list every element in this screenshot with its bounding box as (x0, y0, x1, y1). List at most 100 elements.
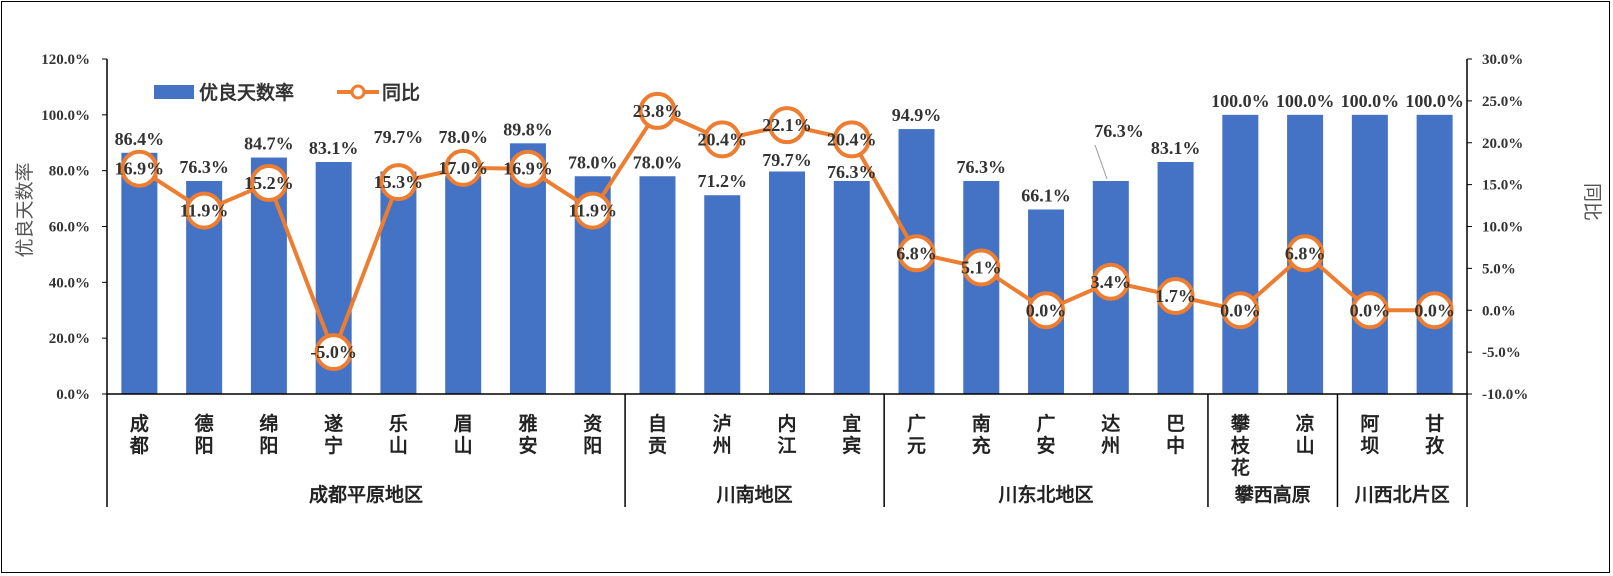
bar-label-阿坝: 100.0% (1341, 91, 1400, 111)
line-marker-凉山 (1286, 234, 1325, 273)
category-label-巴中: 中 (1166, 434, 1185, 457)
category-label-德阳: 德 (195, 412, 214, 435)
bar-label-广元: 94.9% (892, 105, 942, 125)
category-label-绵阳: 阳 (259, 435, 278, 457)
line-label-甘孜: 0.0% (1414, 300, 1455, 320)
line-marker-广元 (897, 234, 936, 273)
category-label-凉山: 山 (1296, 435, 1315, 457)
line-label-遂宁: -5.0% (310, 342, 357, 362)
line-marker-泸州 (703, 120, 742, 159)
category-label-达州: 州 (1101, 435, 1120, 457)
category-label-资阳: 阳 (583, 435, 602, 457)
bar-label-自贡: 78.0% (633, 152, 683, 172)
data-labels-layer: 86.4% 76.3% 84.7% 83.1% 79.7% 78.0% 89.8% 78.0%… (115, 91, 1464, 362)
y-left-tick-label: 60.0% (49, 220, 90, 236)
category-label-宜宾: 宾 (842, 434, 861, 457)
group-label-川东北地区: 川东北地区 (998, 483, 1094, 506)
category-label-广元: 广 (907, 412, 926, 435)
y-right-tick-label: 25.0% (1482, 94, 1523, 110)
y-left-tick-label: 20.0% (49, 331, 90, 347)
group-label-攀西高原: 攀西高原 (1235, 483, 1311, 506)
line-label-广安: 0.0% (1026, 300, 1067, 320)
line-marker-眉山 (444, 148, 483, 187)
line-label-宜宾: 20.4% (827, 129, 877, 149)
bar-阿坝 (1351, 114, 1388, 394)
bar-label-达州: 76.3% (1094, 121, 1144, 141)
line-marker-绵阳 (249, 163, 288, 202)
line-marker-甘孜 (1415, 291, 1454, 330)
line-marker-自贡 (638, 91, 677, 130)
bar-label-资阳: 78.0% (568, 152, 618, 172)
bar-乐山 (380, 171, 417, 394)
line-series-layer (120, 91, 1454, 372)
bar-label-广安: 66.1% (1021, 185, 1071, 205)
line-marker-南充 (962, 248, 1001, 287)
category-label-甘孜: 孜 (1425, 434, 1445, 457)
bar-宜宾 (833, 180, 870, 394)
line-label-德阳: 11.9% (180, 201, 229, 221)
axes-layer: 0.0% 20.0% 40.0% 60.0% 80.0% 100.0% 120.0% -10.… (41, 52, 1528, 507)
category-label-广安: 广 (1037, 412, 1056, 435)
bar-label-攀枝花: 100.0% (1211, 91, 1270, 111)
line-label-阿坝: 0.0% (1350, 300, 1391, 320)
bar-甘孜 (1416, 114, 1453, 394)
category-label-南充: 南 (972, 413, 991, 435)
line-marker-宜宾 (832, 120, 871, 159)
bar-label-leader-达州 (1094, 144, 1108, 180)
line-marker-遂宁 (314, 333, 353, 372)
line-label-成都: 16.9% (115, 159, 165, 179)
y-right-tick-label: -10.0% (1482, 387, 1528, 403)
legend-swatch-bar (154, 85, 194, 99)
category-label-攀枝花: 攀 (1231, 412, 1251, 435)
line-label-广元: 6.8% (896, 243, 937, 263)
bar-label-成都: 86.4% (115, 129, 165, 149)
legend-label-bar: 优良天数率 (199, 81, 294, 104)
bar-label-遂宁: 83.1% (309, 138, 359, 158)
y-right-tick-label: 20.0% (1482, 136, 1523, 152)
category-label-甘孜: 甘 (1425, 413, 1444, 435)
line-label-资阳: 11.9% (568, 201, 617, 221)
category-label-德阳: 阳 (195, 435, 214, 457)
category-label-南充: 充 (972, 434, 991, 457)
bar-label-巴中: 83.1% (1151, 138, 1201, 158)
bar-攀枝花 (1222, 114, 1259, 394)
category-label-遂宁: 遂 (324, 412, 343, 435)
category-axis-layer: 成都德阳绵阳遂宁乐山眉山雅安资阳自贡泸州内江宜宾广元南充广安达州巴中攀枝花凉山阿… (129, 394, 1450, 507)
line-label-巴中: 1.7% (1155, 286, 1196, 306)
category-label-遂宁: 宁 (324, 434, 343, 457)
bar-label-眉山: 78.0% (438, 127, 488, 147)
category-label-泸州: 泸 (713, 413, 732, 435)
line-marker-成都 (120, 149, 159, 188)
line-label-达州: 3.4% (1091, 272, 1132, 292)
category-label-内江: 江 (777, 435, 796, 457)
category-label-自贡: 贡 (648, 435, 667, 457)
category-label-雅安: 安 (518, 434, 537, 457)
line-marker-阿坝 (1350, 291, 1389, 330)
line-marker-雅安 (508, 149, 547, 188)
category-label-广安: 安 (1037, 434, 1056, 457)
category-label-凉山: 凉 (1296, 412, 1315, 435)
y-right-tick-label: 15.0% (1482, 178, 1523, 194)
bar-label-内江: 79.7% (762, 150, 812, 170)
y-right-tick-label: -5.0% (1482, 345, 1521, 361)
line-label-泸州: 20.4% (697, 129, 747, 149)
bar-成都 (121, 152, 158, 394)
category-label-雅安: 雅 (518, 413, 537, 435)
line-label-凉山: 6.8% (1285, 243, 1326, 263)
category-label-绵阳: 绵 (259, 412, 278, 435)
y-axis-left-title: 优良天数率 (14, 162, 36, 257)
line-marker-乐山 (379, 163, 418, 202)
bar-眉山 (445, 176, 482, 394)
legend-swatch-marker (350, 84, 366, 100)
category-label-眉山: 眉 (454, 413, 473, 435)
y-right-tick-label: 10.0% (1482, 220, 1523, 236)
bar-label-乐山: 79.7% (374, 127, 424, 147)
category-label-宜宾: 宜 (842, 412, 861, 435)
bar-label-南充: 76.3% (957, 157, 1007, 177)
category-label-乐山: 乐 (389, 413, 408, 435)
legend-label-line: 同比 (382, 82, 420, 104)
category-label-成都: 都 (129, 435, 149, 457)
line-label-自贡: 23.8% (633, 101, 683, 121)
